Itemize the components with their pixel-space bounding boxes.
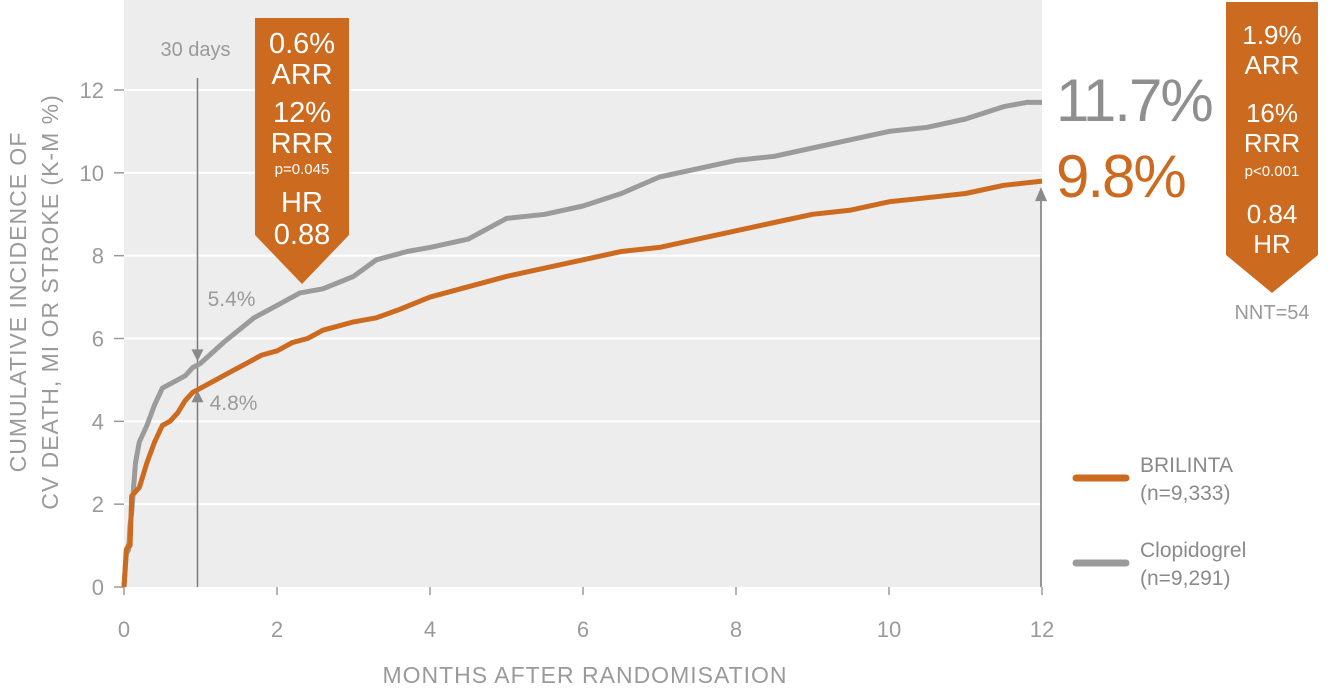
box-30day-line-5: HR	[281, 187, 323, 219]
y-tick-label-2: 2	[92, 492, 104, 517]
box-30day: 0.6% ARR 12% RRR p=0.045 HR 0.88	[255, 18, 349, 284]
y-tick-label-0: 0	[92, 575, 104, 600]
y-tick-label-10: 10	[80, 161, 104, 186]
box-12month-shape	[1226, 2, 1318, 293]
x-tick-label-2: 2	[271, 617, 283, 642]
box-12month-line-2: 16%	[1246, 98, 1298, 128]
legend-sublabel-brilinta: (n=9,333)	[1140, 482, 1230, 505]
day30-arrow-brilinta	[191, 390, 204, 403]
y-tick-label-6: 6	[92, 327, 104, 352]
y-tick-label-8: 8	[92, 244, 104, 269]
x-tick-label-4: 4	[424, 617, 436, 642]
box-30day-line-6: 0.88	[274, 219, 330, 251]
box-30day-line-0: 0.6%	[269, 28, 335, 60]
series-line-brilinta	[121, 178, 1043, 588]
series-line-clopidogrel	[121, 99, 1042, 588]
box-30day-line-2: 12%	[273, 97, 331, 129]
y-axis-title-line-2: CV DEATH, MI OR STROKE (K-M %)	[37, 94, 63, 509]
box-12month-line-0: 1.9%	[1242, 20, 1301, 50]
y-tick-label-12: 12	[80, 78, 104, 103]
x-tick-label-0: 0	[118, 617, 130, 642]
x-tick-label-6: 6	[577, 617, 589, 642]
x-tick-label-8: 8	[730, 617, 742, 642]
legend-label-clopidogrel: Clopidogrel	[1140, 539, 1246, 562]
end-value-brilinta: 9.8%	[1056, 143, 1185, 210]
box-12month-line-6: HR	[1253, 229, 1291, 259]
day30-label: 30 days	[160, 39, 230, 61]
box-12month: 1.9% ARR 16% RRR p<0.001 0.84 HR	[1226, 2, 1318, 293]
end-value-clopidogrel: 11.7%	[1056, 67, 1212, 134]
legend-sublabel-clopidogrel: (n=9,291)	[1140, 567, 1230, 590]
legend-label-brilinta: BRILINTA	[1140, 454, 1233, 477]
nnt-label: NNT=54	[1234, 302, 1309, 324]
y-axis-title: CUMULATIVE INCIDENCE OF CV DEATH, MI OR …	[5, 94, 63, 509]
axis-ticks: 0 2 4 6 8 10 12 0 2 4 6 8 10 12	[80, 78, 1055, 642]
box-12month-line-4: p<0.001	[1245, 163, 1300, 180]
box-30day-line-1: ARR	[271, 59, 332, 91]
legend: BRILINTA (n=9,333) Clopidogrel (n=9,291)	[1072, 454, 1246, 590]
day30-brilinta-value: 4.8%	[210, 392, 258, 415]
box-12month-line-1: ARR	[1245, 50, 1300, 80]
box-12month-line-3: RRR	[1244, 128, 1300, 158]
box-30day-line-4: p=0.045	[275, 161, 330, 178]
y-axis-title-line-1: CUMULATIVE INCIDENCE OF	[5, 132, 31, 473]
y-tick-label-4: 4	[92, 409, 104, 434]
box-12month-line-5: 0.84	[1247, 199, 1298, 229]
box-30day-line-3: RRR	[271, 128, 334, 160]
x-tick-label-10: 10	[877, 617, 901, 642]
day30-arrow-clopidogrel	[191, 349, 204, 362]
day30-clopidogrel-value: 5.4%	[208, 288, 256, 311]
month12-arrow	[1035, 187, 1047, 202]
box-30day-shape	[255, 18, 349, 284]
x-tick-label-12: 12	[1030, 617, 1054, 642]
x-axis-title: MONTHS AFTER RANDOMISATION	[382, 662, 787, 688]
